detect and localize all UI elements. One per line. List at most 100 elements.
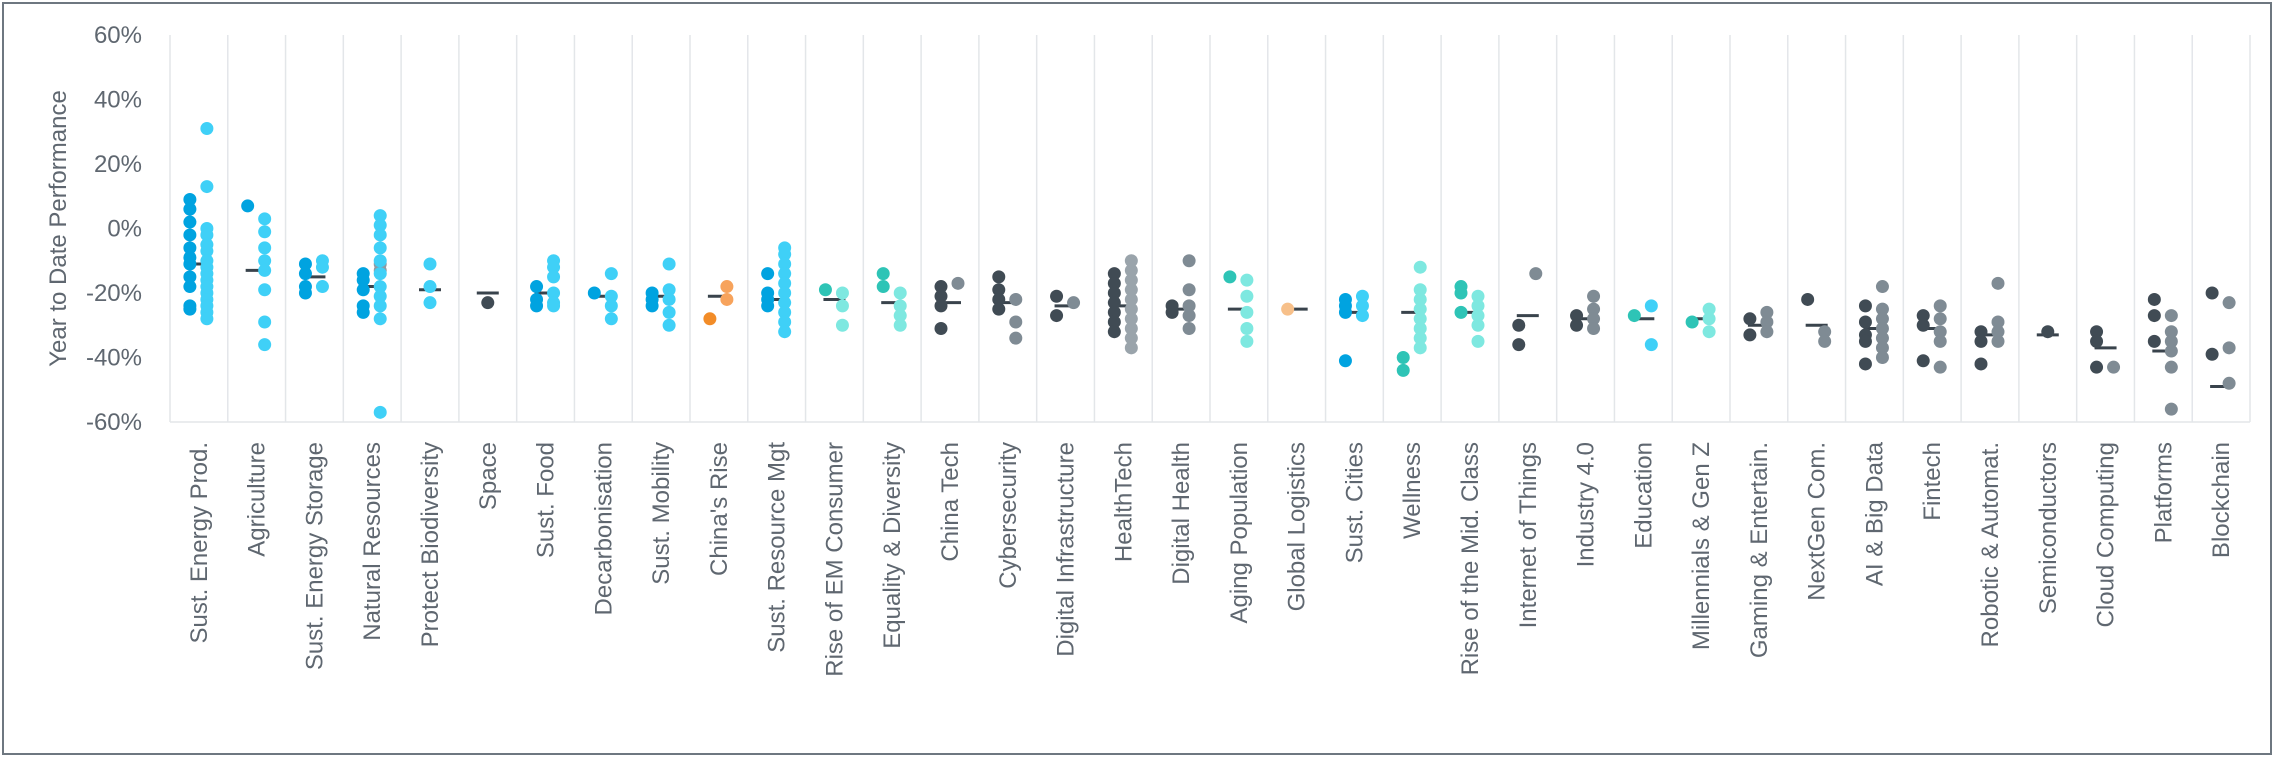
data-point-healthtech xyxy=(1124,341,1138,355)
data-point-sust-energy-storage xyxy=(298,267,312,281)
data-point-natural-resources xyxy=(373,218,387,232)
data-point-industry-4-0 xyxy=(1570,309,1584,323)
data-point-semiconductors xyxy=(2041,325,2055,339)
data-point-wellness xyxy=(1396,351,1410,364)
data-point-rise-of-the-mid-class xyxy=(1471,334,1485,348)
data-point-sust-energy-storage xyxy=(298,286,312,300)
data-point-digital-infrastructure xyxy=(1067,296,1081,310)
data-point-sust-energy-prod xyxy=(183,270,197,284)
data-point-agriculture xyxy=(241,199,255,213)
data-point-equality-diversity xyxy=(893,299,907,313)
data-point-equality-diversity xyxy=(876,280,890,294)
category-label-china-tech: China Tech xyxy=(937,442,964,562)
data-point-natural-resources xyxy=(373,254,387,268)
data-point-sust-energy-prod xyxy=(183,257,197,271)
data-point-fintech xyxy=(1933,312,1947,326)
data-point-agriculture xyxy=(258,263,272,277)
data-point-cybersecurity xyxy=(1009,315,1023,329)
data-point-digital-health xyxy=(1182,283,1196,297)
category-label-platforms: Platforms xyxy=(2150,442,2177,543)
data-point-ai-big-data xyxy=(1875,341,1889,355)
data-point-sust-food xyxy=(530,280,544,294)
data-point-china-tech xyxy=(934,289,948,303)
data-point-sust-energy-prod xyxy=(183,302,197,316)
data-point-wellness xyxy=(1413,321,1427,335)
data-point-sust-food xyxy=(547,299,561,313)
category-label-china-s-rise: China's Rise xyxy=(706,442,733,576)
category-label-digital-health: Digital Health xyxy=(1168,442,1195,585)
data-point-sust-resource-mgt xyxy=(778,305,792,319)
data-point-aging-population xyxy=(1240,305,1254,319)
data-point-fintech xyxy=(1933,325,1947,339)
data-point-blockchain xyxy=(2222,376,2236,390)
category-label-nextgen-com: NextGen Com. xyxy=(1804,442,1831,601)
y-axis-label: Year to Date Performance xyxy=(45,90,72,367)
data-point-gaming-entertain xyxy=(1760,325,1774,339)
data-point-sust-mobility xyxy=(662,292,676,306)
category-label-rise-of-the-mid-class: Rise of the Mid. Class xyxy=(1457,442,1484,675)
data-point-cloud-computing xyxy=(2107,360,2121,374)
category-label-agriculture: Agriculture xyxy=(244,442,271,557)
data-point-digital-infrastructure xyxy=(1050,289,1064,303)
data-point-rise-of-the-mid-class xyxy=(1471,309,1485,323)
data-point-gaming-entertain xyxy=(1743,328,1757,342)
data-point-internet-of-things xyxy=(1512,318,1526,332)
data-point-wellness xyxy=(1413,331,1427,345)
data-point-aging-population xyxy=(1240,321,1254,335)
data-point-wellness xyxy=(1413,302,1427,316)
data-point-robotic-automat xyxy=(1974,334,1988,348)
data-point-blockchain xyxy=(2222,341,2236,355)
data-point-natural-resources xyxy=(356,305,370,319)
data-point-education xyxy=(1644,338,1658,352)
data-point-sust-energy-prod xyxy=(200,122,214,136)
data-point-healthtech xyxy=(1107,267,1121,281)
data-point-robotic-automat xyxy=(1974,325,1988,339)
data-point-sust-energy-prod xyxy=(200,244,214,258)
data-point-natural-resources xyxy=(373,267,387,281)
data-point-nextgen-com xyxy=(1818,334,1832,348)
data-point-digital-health xyxy=(1182,254,1196,268)
category-label-sust-resource-mgt: Sust. Resource Mgt xyxy=(764,442,791,653)
data-point-agriculture xyxy=(258,338,272,352)
data-point-platforms xyxy=(2164,360,2178,374)
data-point-cloud-computing xyxy=(2090,334,2104,348)
data-point-aging-population xyxy=(1240,289,1254,303)
data-point-sust-energy-storage xyxy=(315,280,329,294)
data-point-sust-mobility xyxy=(662,257,676,271)
data-point-natural-resources xyxy=(356,283,370,297)
data-point-digital-health xyxy=(1165,305,1179,319)
y-tick-label: 60% xyxy=(94,22,142,49)
data-point-china-s-rise xyxy=(720,280,734,294)
category-label-natural-resources: Natural Resources xyxy=(359,442,386,641)
data-point-natural-resources xyxy=(373,289,387,303)
data-point-sust-energy-storage xyxy=(315,260,329,274)
data-point-sust-energy-prod xyxy=(200,312,214,326)
data-point-equality-diversity xyxy=(893,318,907,332)
data-point-robotic-automat xyxy=(1991,276,2005,290)
data-point-sust-energy-prod xyxy=(200,228,214,242)
data-point-global-logistics xyxy=(1281,302,1295,316)
data-point-digital-health xyxy=(1182,299,1196,313)
data-point-platforms xyxy=(2164,334,2178,348)
data-point-sust-mobility xyxy=(662,318,676,332)
data-point-platforms xyxy=(2147,334,2161,348)
data-point-industry-4-0 xyxy=(1587,321,1601,335)
data-point-ai-big-data xyxy=(1858,315,1872,329)
data-point-sust-cities xyxy=(1338,305,1352,319)
data-point-sust-resource-mgt xyxy=(761,267,775,281)
data-point-natural-resources xyxy=(373,312,387,326)
data-point-china-tech xyxy=(934,321,948,335)
data-point-healthtech xyxy=(1124,321,1138,335)
data-point-education xyxy=(1627,309,1641,323)
data-point-sust-resource-mgt xyxy=(778,276,792,290)
category-label-global-logistics: Global Logistics xyxy=(1284,442,1311,611)
data-point-platforms xyxy=(2147,309,2161,323)
grid-layer xyxy=(169,35,2251,423)
data-point-robotic-automat xyxy=(1991,325,2005,339)
data-point-millennials-gen-z xyxy=(1702,302,1716,316)
data-point-decarbonisation xyxy=(604,299,618,313)
data-point-sust-resource-mgt xyxy=(778,296,792,310)
data-point-space xyxy=(481,296,495,310)
category-label-blockchain: Blockchain xyxy=(2208,442,2235,558)
data-point-ai-big-data xyxy=(1858,357,1872,371)
